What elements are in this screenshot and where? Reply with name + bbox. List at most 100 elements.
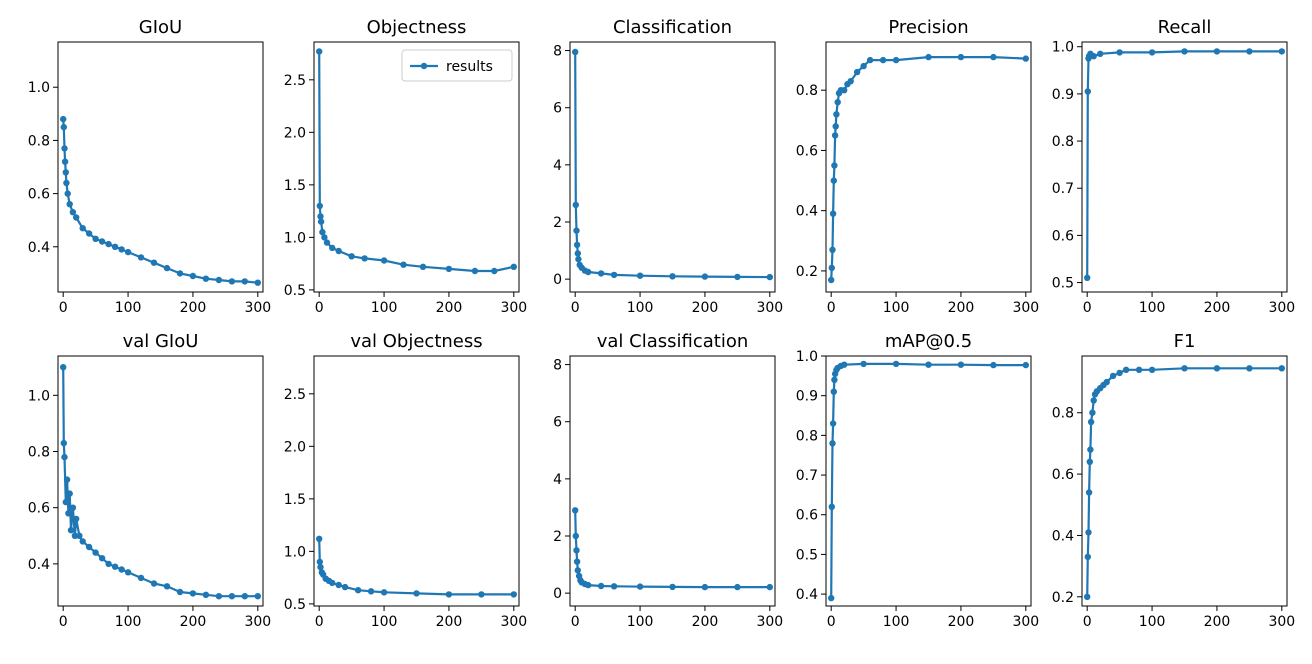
data-point <box>367 588 375 595</box>
data-point <box>957 361 965 368</box>
data-point <box>61 158 69 165</box>
data-point <box>1213 48 1221 55</box>
data-point <box>60 439 67 447</box>
data-point <box>419 263 427 270</box>
x-tick-label: 200 <box>692 300 719 316</box>
data-point <box>60 364 67 371</box>
series-line <box>574 510 770 589</box>
series-line <box>318 538 514 596</box>
data-point <box>380 589 388 596</box>
data-point <box>66 490 73 497</box>
axes-frame <box>1081 355 1288 607</box>
x-tick-label: 300 <box>244 300 271 316</box>
data-point <box>510 591 517 598</box>
data-point <box>92 235 99 242</box>
data-point <box>1148 49 1156 56</box>
y-tick-label: 0.5 <box>284 283 306 299</box>
data-point <box>163 264 171 272</box>
data-point <box>124 569 132 576</box>
subplot-title: mAP@0.5 <box>885 331 972 352</box>
data-point <box>831 132 839 139</box>
y-tick-label: 0 <box>553 586 562 602</box>
data-point <box>828 503 835 510</box>
data-point <box>111 563 119 570</box>
x-tick-label: 0 <box>571 614 580 630</box>
data-point <box>60 115 67 123</box>
subplot-title: Classification <box>613 17 732 38</box>
data-point <box>64 190 71 197</box>
data-point <box>105 240 112 248</box>
y-tick-label: 0.4 <box>1052 528 1074 544</box>
x-tick-label: 300 <box>244 614 271 630</box>
data-point <box>957 53 965 61</box>
data-point <box>491 267 498 275</box>
x-tick-label: 0 <box>1083 614 1092 630</box>
data-point <box>61 145 68 152</box>
y-tick-label: 6 <box>553 415 562 431</box>
y-tick-label: 1.0 <box>28 388 50 404</box>
data-point <box>189 272 197 280</box>
subplot-4: Recall 0 100 200 300 0.5 0.6 0.7 0.8 0.9 1.0 <box>1052 17 1295 316</box>
data-point <box>317 213 324 220</box>
data-point <box>1087 418 1095 426</box>
data-point <box>860 360 867 368</box>
x-tick-label: 100 <box>627 614 654 630</box>
y-tick-label: 4 <box>553 158 562 174</box>
y-tick-label: 4 <box>553 472 562 488</box>
x-tick-label: 0 <box>571 300 580 316</box>
data-point <box>137 574 145 582</box>
data-point <box>1085 489 1093 496</box>
data-point <box>575 255 582 263</box>
data-point <box>341 583 349 591</box>
x-tick-label: 300 <box>1012 614 1039 630</box>
data-point <box>71 532 79 539</box>
data-point <box>1084 88 1092 95</box>
data-point <box>1022 361 1029 369</box>
x-tick-label: 200 <box>436 300 463 316</box>
series-results <box>1084 365 1286 600</box>
x-tick-label: 300 <box>756 300 783 316</box>
axes-frame <box>1081 41 1288 293</box>
legend-box <box>401 49 513 82</box>
data-point <box>610 583 618 590</box>
y-tick-label: 1.0 <box>796 349 818 365</box>
y-tick-label: 2 <box>553 529 562 545</box>
x-tick-label: 0 <box>1083 300 1092 316</box>
data-point <box>847 78 854 85</box>
data-point <box>1246 48 1253 55</box>
data-point <box>60 123 67 131</box>
data-point <box>636 583 644 590</box>
y-tick-label: 8 <box>553 358 562 374</box>
data-point <box>1103 378 1110 386</box>
data-point <box>585 581 592 589</box>
data-point <box>1097 50 1104 57</box>
data-point <box>834 99 841 106</box>
data-point <box>348 253 355 260</box>
data-point <box>597 270 605 277</box>
subplot-9: F1 0 100 200 300 0.2 0.4 0.6 0.8 <box>1052 331 1295 630</box>
y-tick-label: 0.4 <box>28 557 50 573</box>
data-point <box>734 583 741 591</box>
data-point <box>105 560 112 568</box>
y-tick-label: 2.5 <box>284 73 306 89</box>
data-point <box>63 179 70 187</box>
data-point <box>990 361 997 369</box>
data-point <box>610 271 618 279</box>
data-point <box>329 244 336 252</box>
series-results <box>828 360 1029 602</box>
subplot-title: val Classification <box>597 331 749 352</box>
data-point <box>597 582 605 590</box>
y-tick-label: 1.5 <box>284 178 306 194</box>
data-point <box>323 239 331 246</box>
data-point <box>79 225 86 232</box>
data-point <box>445 591 453 598</box>
data-point <box>228 278 236 285</box>
axes-frame <box>569 41 776 293</box>
data-point <box>254 279 261 286</box>
data-point <box>669 583 676 591</box>
data-point <box>1213 365 1221 372</box>
y-tick-label: 0.8 <box>28 133 50 149</box>
data-point <box>866 56 874 64</box>
x-tick-label: 200 <box>436 614 463 630</box>
